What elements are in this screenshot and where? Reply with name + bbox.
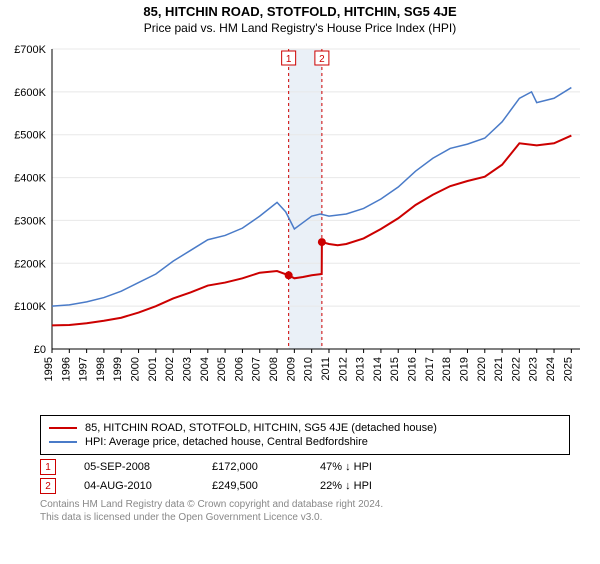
svg-text:£700K: £700K bbox=[14, 44, 46, 56]
svg-text:1997: 1997 bbox=[78, 357, 90, 381]
svg-text:2003: 2003 bbox=[181, 357, 193, 381]
sale-row: 2 04-AUG-2010 £249,500 22% ↓ HPI bbox=[40, 478, 570, 494]
svg-text:2022: 2022 bbox=[510, 357, 522, 381]
sale-marker-icon: 1 bbox=[40, 459, 56, 475]
legend-swatch bbox=[49, 427, 77, 429]
svg-text:£300K: £300K bbox=[14, 215, 46, 227]
legend: 85, HITCHIN ROAD, STOTFOLD, HITCHIN, SG5… bbox=[40, 415, 570, 455]
svg-text:2020: 2020 bbox=[476, 357, 488, 381]
svg-text:2011: 2011 bbox=[320, 357, 332, 381]
sale-price: £172,000 bbox=[212, 461, 292, 473]
svg-text:2001: 2001 bbox=[147, 357, 159, 381]
svg-text:2025: 2025 bbox=[562, 357, 574, 381]
page-title: 85, HITCHIN ROAD, STOTFOLD, HITCHIN, SG5… bbox=[0, 4, 600, 19]
svg-text:2005: 2005 bbox=[216, 357, 228, 381]
svg-text:2008: 2008 bbox=[268, 357, 280, 381]
svg-text:2006: 2006 bbox=[233, 357, 245, 381]
svg-text:2012: 2012 bbox=[337, 357, 349, 381]
legend-row: HPI: Average price, detached house, Cent… bbox=[49, 436, 561, 448]
svg-text:1998: 1998 bbox=[95, 357, 107, 381]
svg-text:£600K: £600K bbox=[14, 87, 46, 99]
svg-text:2007: 2007 bbox=[251, 357, 263, 381]
svg-text:2014: 2014 bbox=[372, 357, 384, 381]
svg-text:2017: 2017 bbox=[424, 357, 436, 381]
svg-text:2004: 2004 bbox=[199, 357, 211, 381]
svg-text:£500K: £500K bbox=[14, 130, 46, 142]
svg-text:2021: 2021 bbox=[493, 357, 505, 381]
svg-text:2018: 2018 bbox=[441, 357, 453, 381]
sale-date: 04-AUG-2010 bbox=[84, 480, 184, 492]
sale-row: 1 05-SEP-2008 £172,000 47% ↓ HPI bbox=[40, 459, 570, 475]
line-chart: £0 £100K £200K £300K £400K £500K £600K £700K 199… bbox=[0, 39, 600, 409]
svg-text:2024: 2024 bbox=[545, 357, 557, 381]
sale-marker-icon: 2 bbox=[40, 478, 56, 494]
svg-text:£100K: £100K bbox=[14, 301, 46, 313]
svg-text:2010: 2010 bbox=[303, 357, 315, 381]
svg-text:1995: 1995 bbox=[43, 357, 55, 381]
sale-diff: 47% ↓ HPI bbox=[320, 461, 430, 473]
footer-attribution: Contains HM Land Registry data © Crown c… bbox=[40, 498, 570, 524]
sale-date: 05-SEP-2008 bbox=[84, 461, 184, 473]
svg-text:1996: 1996 bbox=[60, 357, 72, 381]
svg-text:2015: 2015 bbox=[389, 357, 401, 381]
svg-text:2: 2 bbox=[319, 54, 325, 65]
chart-area: £0 £100K £200K £300K £400K £500K £600K £700K 199… bbox=[0, 39, 600, 409]
legend-label: 85, HITCHIN ROAD, STOTFOLD, HITCHIN, SG5… bbox=[85, 422, 437, 434]
svg-text:£400K: £400K bbox=[14, 173, 46, 185]
svg-text:2019: 2019 bbox=[458, 357, 470, 381]
svg-text:£200K: £200K bbox=[14, 258, 46, 270]
footer-line: This data is licensed under the Open Gov… bbox=[40, 511, 570, 524]
svg-text:2023: 2023 bbox=[528, 357, 540, 381]
sale-price: £249,500 bbox=[212, 480, 292, 492]
svg-text:£0: £0 bbox=[34, 344, 46, 356]
footer-line: Contains HM Land Registry data © Crown c… bbox=[40, 498, 570, 511]
svg-text:2013: 2013 bbox=[355, 357, 367, 381]
svg-text:2016: 2016 bbox=[407, 357, 419, 381]
legend-swatch bbox=[49, 441, 77, 443]
legend-label: HPI: Average price, detached house, Cent… bbox=[85, 436, 368, 448]
svg-text:1: 1 bbox=[286, 54, 292, 65]
sale-diff: 22% ↓ HPI bbox=[320, 480, 430, 492]
svg-text:2009: 2009 bbox=[285, 357, 297, 381]
sales-table: 1 05-SEP-2008 £172,000 47% ↓ HPI 2 04-AUG-201… bbox=[40, 459, 570, 494]
svg-text:2002: 2002 bbox=[164, 357, 176, 381]
svg-text:2000: 2000 bbox=[130, 357, 142, 381]
svg-text:1999: 1999 bbox=[112, 357, 124, 381]
page-subtitle: Price paid vs. HM Land Registry's House … bbox=[0, 21, 600, 35]
legend-row: 85, HITCHIN ROAD, STOTFOLD, HITCHIN, SG5… bbox=[49, 422, 561, 434]
